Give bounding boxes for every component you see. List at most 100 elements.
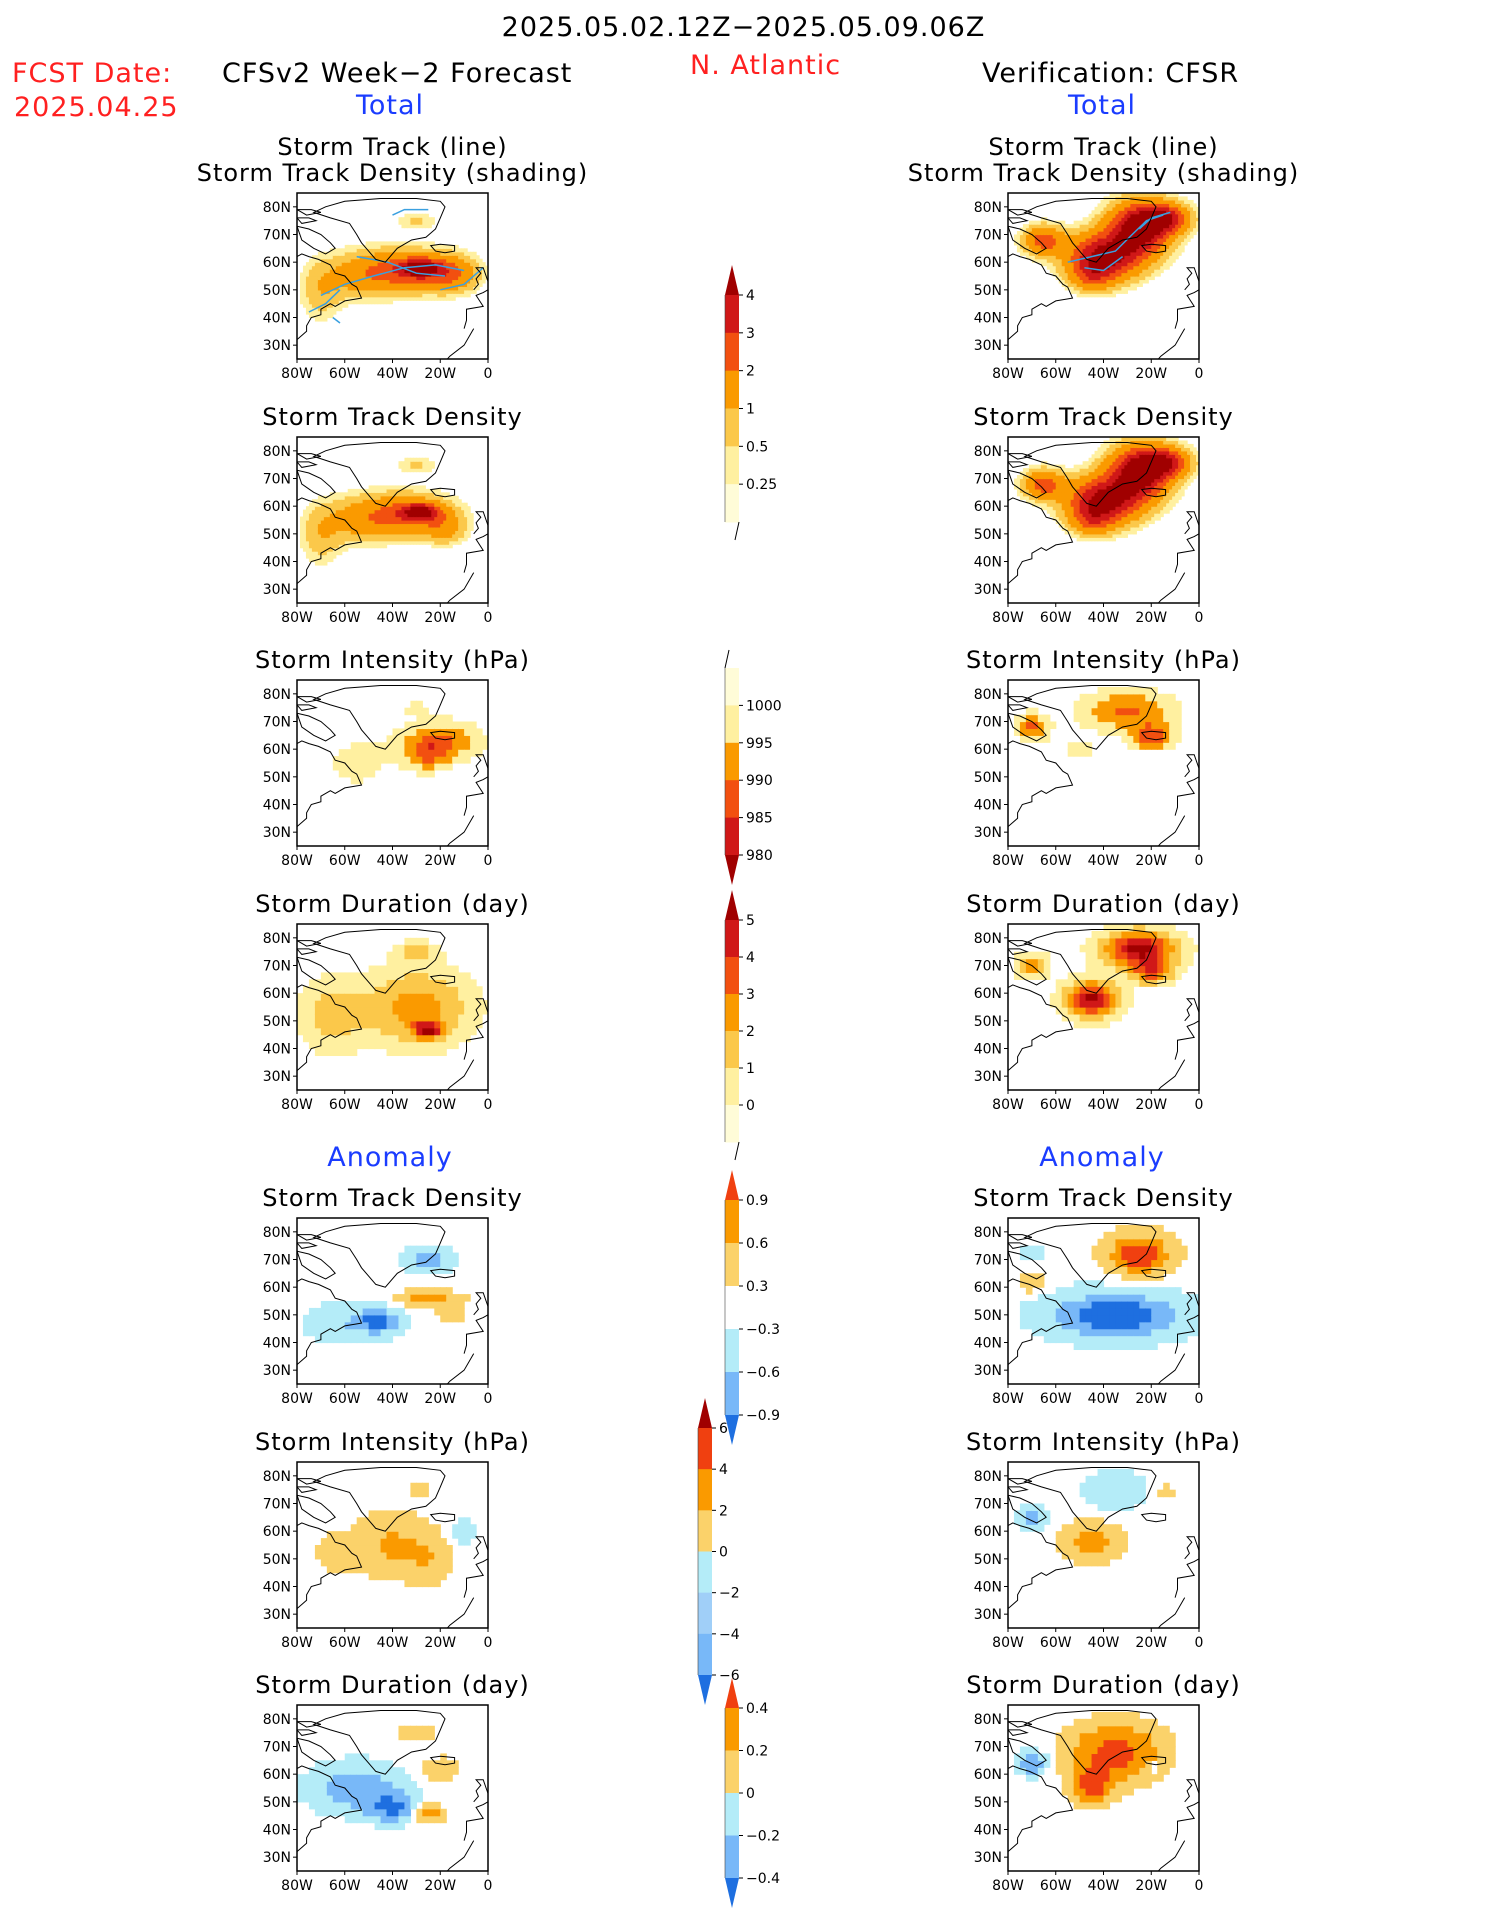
shading-cell xyxy=(377,289,382,294)
shading-cell xyxy=(398,526,403,531)
shading-cell xyxy=(1040,244,1045,249)
shading-cell xyxy=(389,265,394,270)
shading-cell xyxy=(434,282,438,287)
shading-cell xyxy=(320,544,325,549)
shading-cell xyxy=(353,251,358,256)
shading-cell xyxy=(377,286,382,291)
shading-cell xyxy=(1082,234,1087,239)
shading-cell xyxy=(368,248,373,253)
shading-cell xyxy=(1052,248,1057,253)
shading-cell xyxy=(1076,251,1081,256)
shading-cell xyxy=(1160,440,1164,445)
shading-cell xyxy=(446,516,450,521)
shading-cell xyxy=(314,258,319,263)
shading-cell xyxy=(1109,286,1114,291)
shading-cell xyxy=(1103,721,1111,730)
shading-cell xyxy=(1124,443,1128,448)
shading-cell xyxy=(446,262,450,267)
shading-cell xyxy=(395,502,400,507)
shading-cell xyxy=(356,300,361,305)
shading-cell xyxy=(428,224,432,229)
shading-cell xyxy=(452,516,456,521)
shading-cell xyxy=(1115,255,1120,260)
shading-cell xyxy=(347,516,352,521)
shading-cell xyxy=(320,513,325,518)
shading-cell xyxy=(338,296,343,301)
shading-cell xyxy=(1040,220,1045,225)
shading-cell xyxy=(1106,443,1111,448)
shading-cell xyxy=(467,255,471,260)
shading-cell xyxy=(302,516,307,521)
shading-cell xyxy=(1166,196,1170,201)
shading-cell xyxy=(1097,502,1102,507)
shading-cell xyxy=(416,537,420,542)
shading-cell xyxy=(1136,454,1140,459)
shading-cell xyxy=(401,495,406,500)
shading-cell xyxy=(398,258,403,263)
shading-cell xyxy=(1196,213,1199,218)
shading-cell xyxy=(428,296,432,301)
shading-cell xyxy=(1052,244,1057,249)
shading-cell xyxy=(1166,193,1170,198)
shading-cell xyxy=(1061,464,1066,469)
shading-cell xyxy=(1130,502,1134,507)
shading-cell xyxy=(1121,447,1125,452)
shading-cell xyxy=(1112,499,1117,504)
shading-cell xyxy=(1070,516,1075,521)
shading-cell xyxy=(1121,468,1125,473)
shading-cell xyxy=(1136,272,1140,277)
shading-cell xyxy=(467,526,471,531)
shading-cell xyxy=(314,293,319,298)
coastline xyxy=(297,497,363,584)
shading-cell xyxy=(1160,509,1164,514)
shading-cell xyxy=(410,279,414,284)
shading-cell xyxy=(1124,244,1128,249)
shading-cell xyxy=(359,258,364,263)
shading-cell xyxy=(410,217,414,222)
shading-cell xyxy=(440,293,444,298)
shading-cell xyxy=(437,251,441,256)
shading-cell xyxy=(1049,237,1054,243)
shading-cell xyxy=(425,530,429,535)
shading-cell xyxy=(344,293,349,298)
shading-cell xyxy=(1070,533,1075,538)
shading-cell xyxy=(1142,437,1146,442)
shading-cell xyxy=(1100,224,1105,229)
shading-cell xyxy=(317,530,322,535)
shading-cell xyxy=(1151,251,1155,256)
shading-cell xyxy=(1127,217,1131,222)
shading-cell xyxy=(1019,478,1024,483)
shading-cell xyxy=(1067,244,1072,249)
shading-cell xyxy=(422,714,429,723)
shading-cell xyxy=(311,286,316,291)
shading-cell xyxy=(1187,220,1191,225)
shading-cell xyxy=(356,749,364,757)
shading-cell xyxy=(1085,714,1093,723)
shading-cell xyxy=(353,516,358,521)
shading-cell xyxy=(1076,289,1081,294)
shading-cell xyxy=(422,742,429,750)
shading-cell xyxy=(1139,471,1143,476)
shading-cell xyxy=(398,262,403,267)
shading-cell xyxy=(1082,220,1087,225)
shading-cell xyxy=(1106,492,1111,497)
shading-cell xyxy=(1178,440,1182,445)
shading-cell xyxy=(335,516,340,521)
shading-cell xyxy=(446,742,453,750)
shading-cell xyxy=(1148,471,1152,476)
shading-cell xyxy=(1142,454,1146,459)
shading-cell xyxy=(1148,234,1152,239)
shading-cell xyxy=(1157,269,1161,274)
shading-cell xyxy=(1124,227,1128,232)
shading-cell xyxy=(338,495,343,500)
shading-cell xyxy=(1037,255,1042,260)
shading-cell xyxy=(398,248,403,253)
shading-cell xyxy=(1139,516,1143,521)
shading-cell xyxy=(344,269,349,274)
shading-cell xyxy=(353,269,358,274)
coastline xyxy=(473,754,488,778)
shading-cell xyxy=(428,769,435,778)
shading-cell xyxy=(458,293,462,298)
shading-cell xyxy=(416,464,420,469)
